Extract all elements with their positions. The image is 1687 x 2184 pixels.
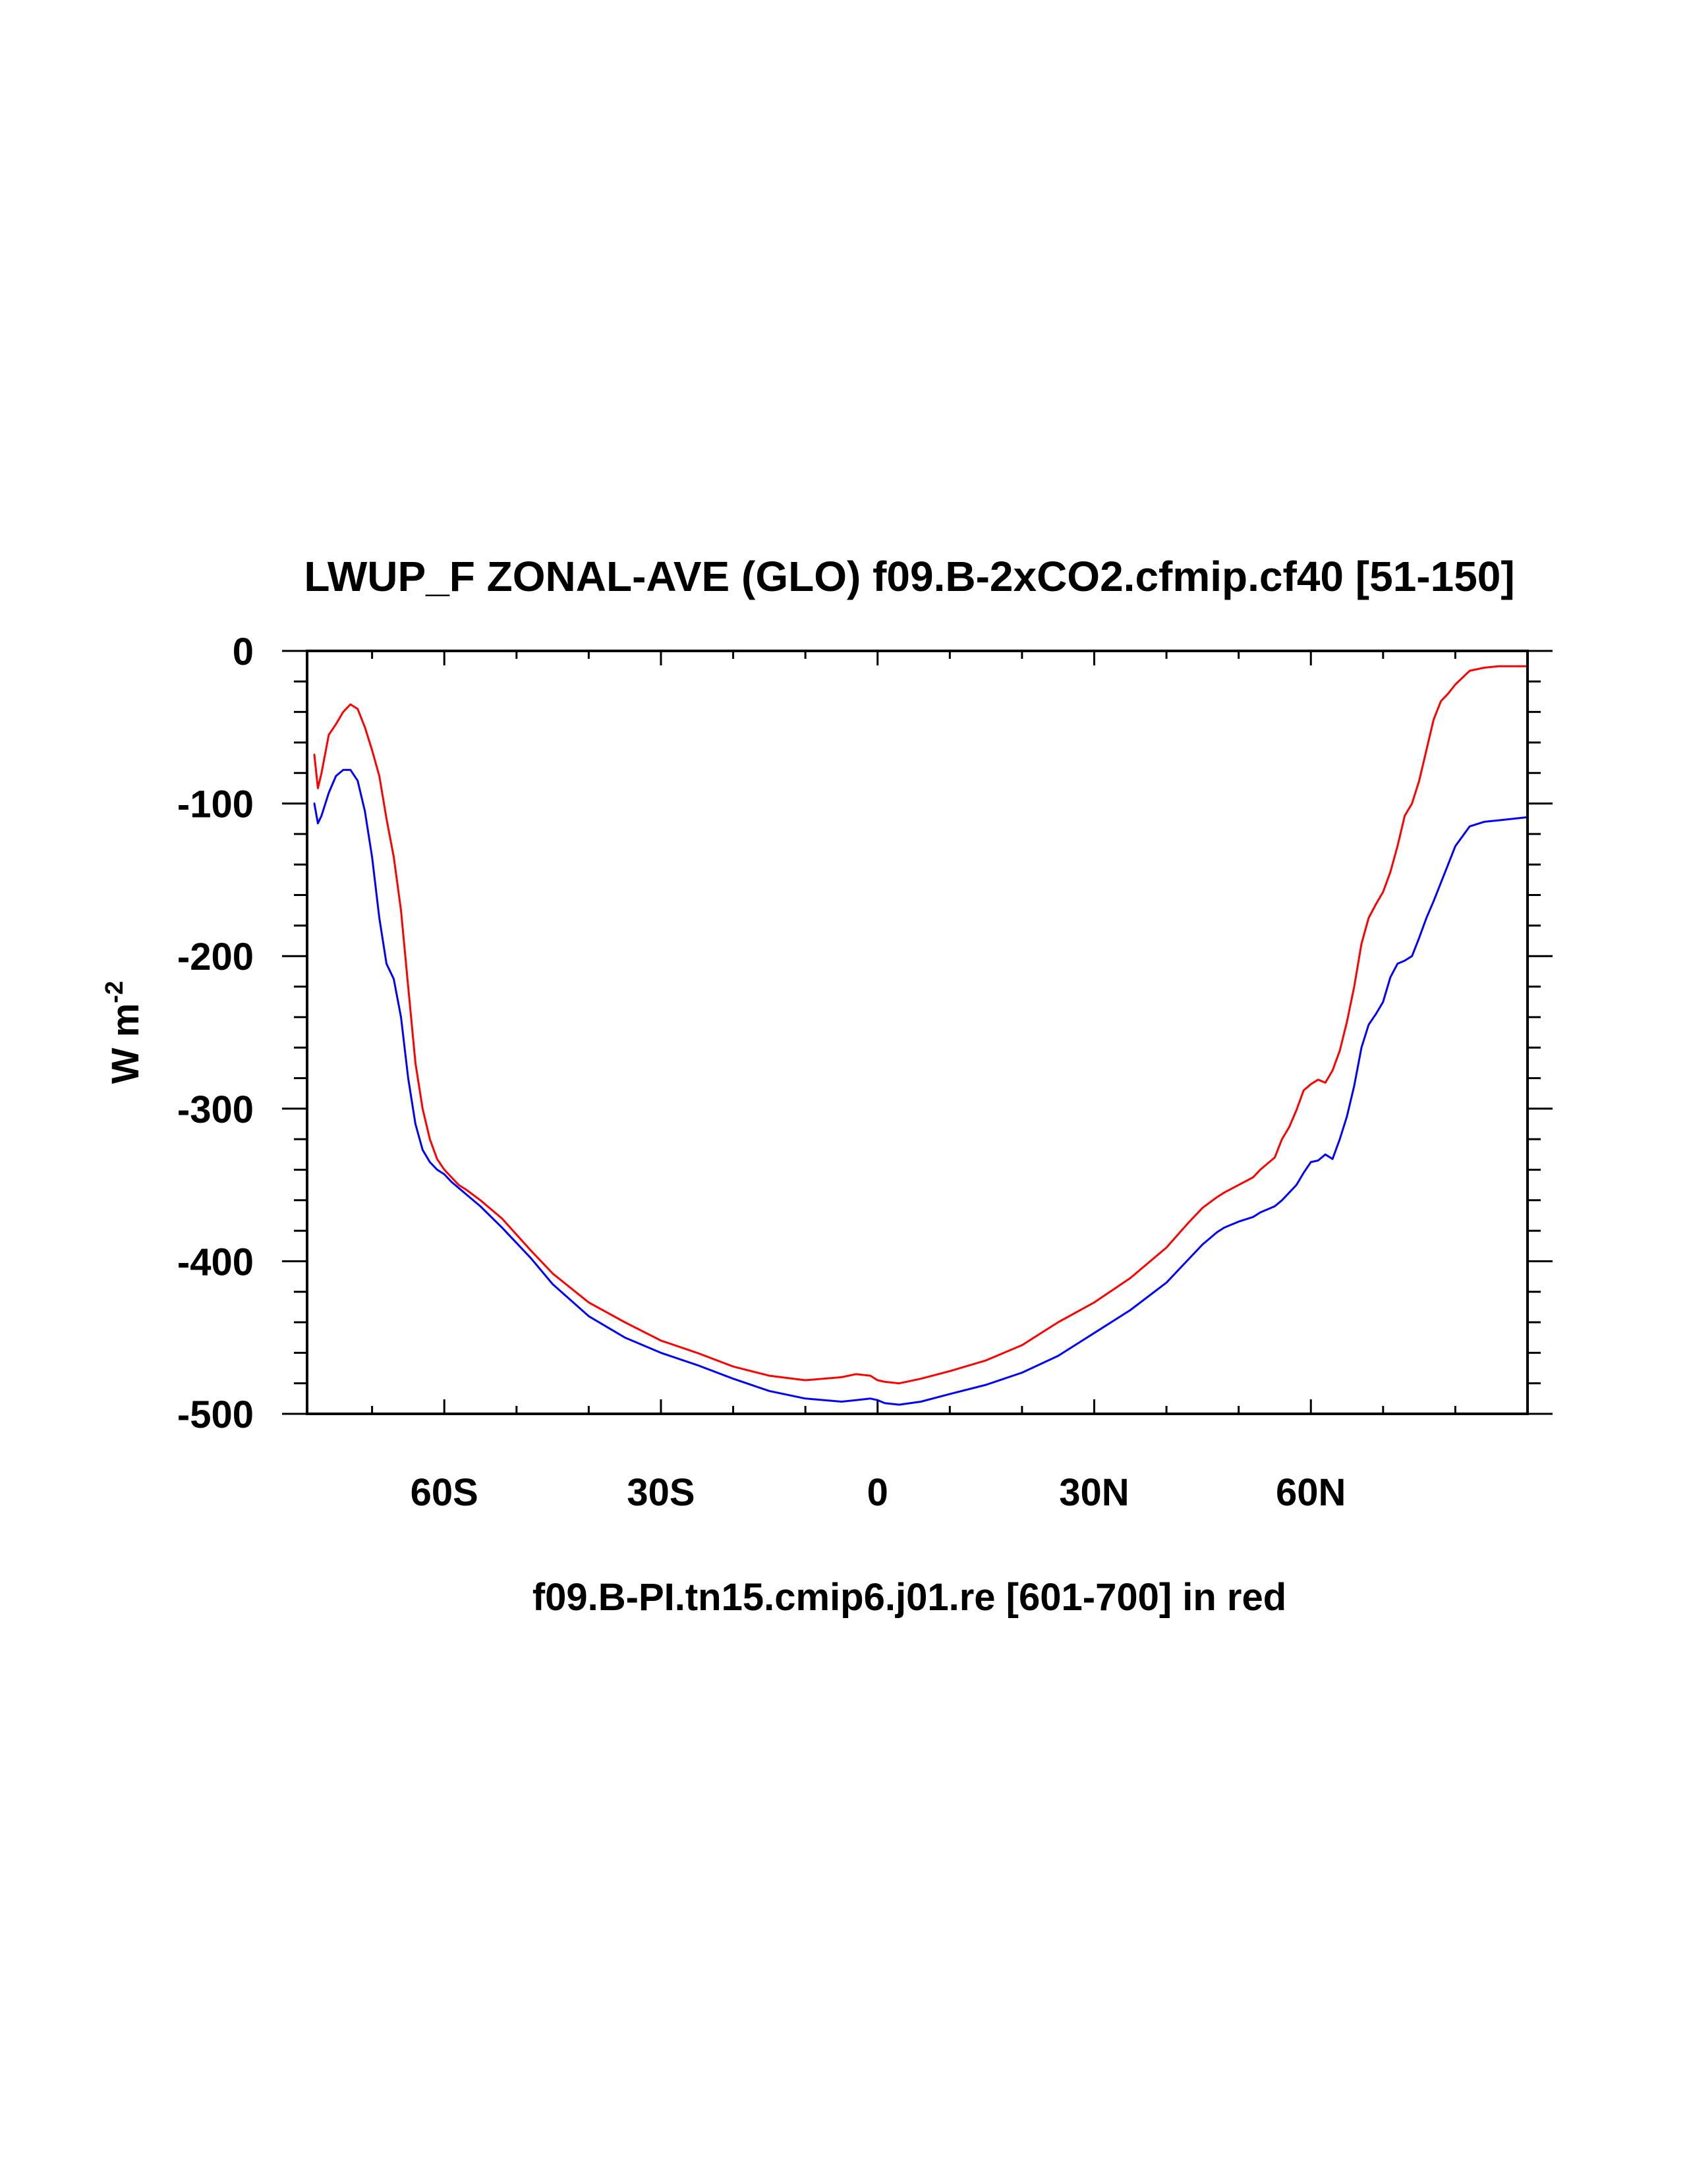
x-tick-label: 30N bbox=[1059, 1471, 1129, 1514]
y-tick-label: -300 bbox=[177, 1088, 254, 1131]
y-axis-label-superscript: -2 bbox=[101, 981, 129, 1003]
x-axis-label: f09.B-PI.tn15.cmip6.j01.re [601-700] in … bbox=[532, 1576, 1286, 1619]
x-tick-label: 0 bbox=[867, 1471, 888, 1514]
tick-labels: 60S 30S 0 30N 60N 0 -100 -200 -300 -400 -500 bbox=[177, 630, 1346, 1514]
y-axis-label: W m-2 bbox=[101, 981, 147, 1084]
y-tick-label: -500 bbox=[177, 1393, 254, 1436]
x-tick-label: 30S bbox=[627, 1471, 695, 1514]
series-line-blue bbox=[313, 769, 1529, 1406]
y-tick-label: -200 bbox=[177, 936, 254, 978]
chart-title: LWUP_F ZONAL-AVE (GLO) f09.B-2xCO2.cfmip… bbox=[304, 553, 1514, 600]
x-tick-label: 60N bbox=[1276, 1471, 1346, 1514]
y-tick-label: -400 bbox=[177, 1241, 254, 1283]
plot-frame bbox=[306, 650, 1529, 1415]
series-line-red bbox=[313, 665, 1529, 1385]
y-tick-label: 0 bbox=[233, 630, 254, 673]
y-axis-label-main: W m bbox=[104, 1003, 147, 1084]
y-tick-label: -100 bbox=[177, 783, 254, 826]
series-lines bbox=[313, 665, 1529, 1406]
axis-ticks bbox=[282, 650, 1553, 1415]
x-tick-label: 60S bbox=[411, 1471, 478, 1514]
